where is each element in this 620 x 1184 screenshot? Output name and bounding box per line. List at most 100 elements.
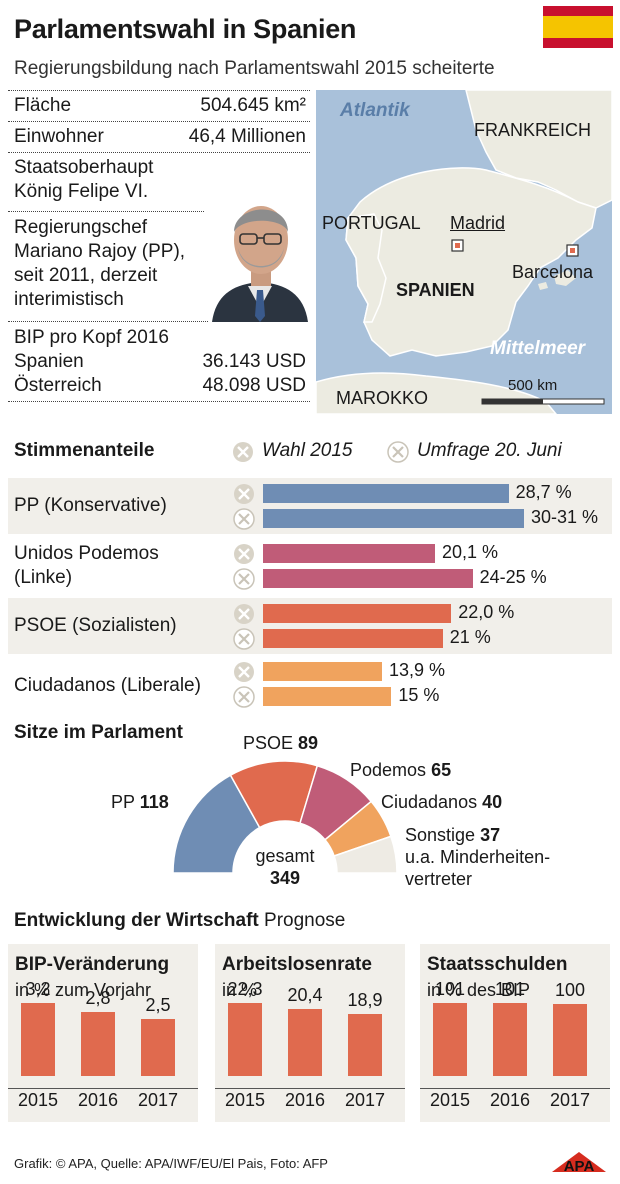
- fact-head-of-gov: Regierungschef Mariano Rajoy (PP), seit …: [8, 216, 310, 312]
- seat-party: PP: [111, 792, 135, 812]
- panel-bip: BIP-Veränderung in % zum Vorjahr 3,2 2015…: [8, 944, 198, 1122]
- panel-bar-value: 22,3: [227, 979, 263, 999]
- seat-total: gesamt 349: [235, 845, 335, 889]
- panel-title: BIP-Veränderung: [15, 954, 170, 975]
- fact-gdp-country: Spanien: [14, 351, 84, 372]
- panel-bar: [21, 1003, 55, 1076]
- seat-party: Sonstige: [405, 825, 476, 845]
- vote-bar: [263, 662, 382, 681]
- fact-area-label: Fläche: [14, 95, 72, 116]
- panel-bar-value: 20,4: [287, 985, 323, 1006]
- spain-map: Atlantik FRANKREICH PORTUGAL Madrid SPAN…: [316, 90, 612, 414]
- panel-bar: [493, 1003, 527, 1076]
- vote-bar-value: 30-31 %: [531, 507, 599, 527]
- seat-count: 40: [482, 792, 503, 812]
- panel-year-label: 2017: [549, 1090, 591, 1110]
- apa-logo: APA: [552, 1152, 606, 1174]
- fact-gdp-value: 48.098 USD: [202, 375, 306, 396]
- panel-bar-value: 100: [554, 979, 586, 1000]
- fact-head-of-state: Staatsoberhaupt König Felipe VI.: [8, 156, 310, 204]
- panel-bar: [433, 1003, 467, 1076]
- panel-bar-value: 101: [494, 979, 526, 999]
- vote-bar-value: 20,1 %: [442, 542, 499, 562]
- panel-arbeitslosenrate: Arbeitslosenrate in % 22,3 2015 20,4 2016 18…: [215, 944, 405, 1122]
- vote-bar-value: 21 %: [449, 627, 491, 647]
- panel-bar: [228, 1003, 262, 1076]
- panel-year-label: 2017: [137, 1090, 179, 1110]
- panel-bar: [141, 1018, 175, 1076]
- umfrage-icon: [233, 686, 255, 708]
- umfrage-icon: [233, 568, 255, 590]
- panel-year-label: 2016: [489, 1090, 531, 1110]
- panel-title: Arbeitslosenrate: [222, 954, 372, 975]
- panel-baseline: [8, 1088, 198, 1089]
- map-label-portugal: PORTUGAL: [322, 213, 421, 233]
- fact-head-of-state-value: König Felipe VI.: [14, 181, 149, 202]
- footer-credit: Grafik: © APA, Quelle: APA/IWF/EU/El Pai…: [14, 1156, 328, 1171]
- apa-logo-text: APA: [564, 1158, 595, 1174]
- economy-heading-main: Entwicklung der Wirtschaft: [14, 910, 259, 931]
- fact-gdp: BIP pro Kopf 2016 Spanien 36.143 USD Öst…: [8, 326, 310, 398]
- spain-flag-icon: [543, 6, 613, 48]
- vote-bar: [263, 569, 473, 588]
- seat-count: 118: [139, 792, 169, 812]
- map-label-spanien: SPANIEN: [396, 280, 475, 300]
- panel-year-label: 2015: [224, 1090, 266, 1110]
- fact-gdp-label: BIP pro Kopf 2016: [14, 327, 169, 348]
- map-label-mittelmeer: Mittelmeer: [490, 338, 586, 359]
- seat-label-sonstige: Sonstige 37 u.a. Minderheiten- vertreter: [405, 824, 550, 890]
- panel-staatsschulden: Staatsschulden in % des BIP 101 2015 101 20…: [420, 944, 610, 1122]
- seat-segment-sonstige: [333, 835, 398, 874]
- map-scale-label: 500 km: [508, 377, 558, 394]
- umfrage-icon: [233, 628, 255, 650]
- fact-head-of-gov-line: Mariano Rajoy (PP),: [14, 241, 186, 262]
- panel-year-label: 2016: [284, 1090, 326, 1110]
- legend-umfrage-icon: [387, 441, 409, 463]
- fact-population-label: Einwohner: [14, 126, 104, 147]
- legend-wahl-label: Wahl 2015: [262, 440, 353, 461]
- fact-population: Einwohner 46,4 Millionen: [8, 125, 310, 149]
- vote-bar-value: 28,7 %: [515, 482, 572, 502]
- map-label-atlantik: Atlantik: [340, 100, 410, 121]
- panel-baseline: [420, 1088, 610, 1089]
- seat-others-note: vertreter: [405, 869, 473, 889]
- panel-bar-value: 2,5: [145, 994, 171, 1015]
- fact-gdp-country: Österreich: [14, 375, 102, 396]
- panel-subtitle: in % zum Vorjahr: [15, 980, 152, 1000]
- party-label-podemos: Unidos Podemos (Linke): [14, 543, 159, 588]
- legend-wahl-icon: [233, 442, 253, 462]
- panel-year-label: 2015: [429, 1090, 471, 1110]
- seat-count: 89: [298, 733, 319, 753]
- vote-bar: [263, 509, 524, 528]
- seat-party: PSOE: [243, 733, 294, 753]
- fact-head-of-state-label: Staatsoberhaupt: [14, 157, 154, 178]
- wahl-icon: [234, 662, 254, 682]
- panel-bar: [288, 1009, 322, 1076]
- panel-bar: [81, 1012, 115, 1076]
- seat-party: Ciudadanos: [381, 792, 478, 812]
- panel-year-label: 2016: [77, 1090, 119, 1110]
- fact-gdp-value: 36.143 USD: [202, 351, 306, 372]
- vote-bar-value: 15 %: [398, 685, 440, 705]
- map-label-barcelona: Barcelona: [512, 262, 594, 282]
- fact-head-of-gov-line: seit 2011, derzeit: [14, 265, 158, 286]
- seat-label-podemos: Podemos 65: [350, 760, 451, 781]
- fact-gdp-row: Spanien 36.143 USD: [14, 350, 310, 374]
- vote-bar-value: 13,9 %: [388, 660, 445, 680]
- party-label-pp: PP (Konservative): [14, 495, 167, 516]
- seat-others-note: u.a. Minderheiten-: [405, 847, 551, 867]
- economy-heading: Entwicklung der Wirtschaft Prognose: [14, 910, 345, 932]
- legend-umfrage-label: Umfrage 20. Juni: [417, 440, 562, 461]
- fact-population-value: 46,4 Millionen: [188, 126, 306, 147]
- wahl-icon: [234, 484, 254, 504]
- economy-heading-suffix: Prognose: [264, 910, 346, 931]
- page-title: Parlamentswahl in Spanien: [14, 14, 357, 44]
- panel-bar-value: 101: [434, 979, 466, 999]
- panel-subtitle: in % des BIP: [427, 980, 531, 1000]
- vote-bar: [263, 604, 452, 623]
- seat-label-psoe: PSOE 89: [243, 733, 318, 754]
- panel-baseline: [215, 1088, 405, 1089]
- panel-year-label: 2017: [344, 1090, 386, 1110]
- map-shapes: [316, 90, 612, 414]
- vote-bar: [263, 629, 443, 648]
